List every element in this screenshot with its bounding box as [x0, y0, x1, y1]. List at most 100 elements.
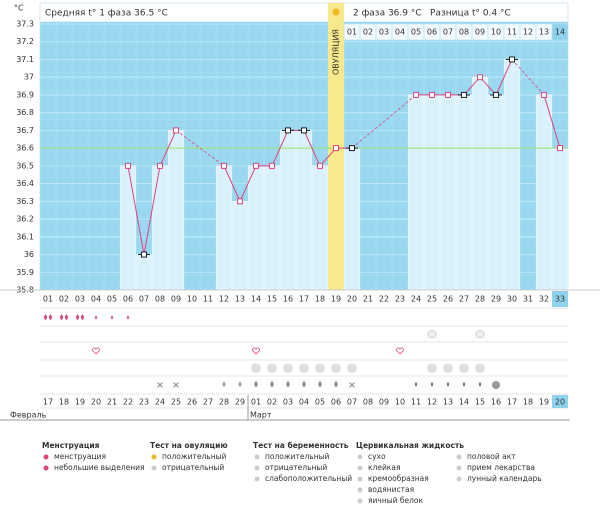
temperature-line — [127, 130, 177, 255]
phase2-day: 02 — [363, 28, 373, 37]
phase2-day: 09 — [475, 28, 485, 37]
cycle-day: 06 — [123, 295, 133, 304]
bar — [504, 59, 520, 291]
y-tick-label: 36.3 — [16, 197, 34, 206]
temperature-point — [477, 74, 483, 81]
drop-icon — [81, 314, 84, 320]
cycle-day: 28 — [475, 295, 485, 304]
legend-icon — [357, 465, 363, 471]
bar — [296, 130, 312, 291]
phase2-day-cell — [551, 23, 569, 41]
calendar-date: 04 — [299, 398, 309, 407]
phase2-day: 11 — [507, 28, 517, 37]
cycle-day: 12 — [219, 295, 229, 304]
drop-icon — [334, 380, 338, 388]
legend-icon — [254, 465, 260, 471]
heart-icon — [251, 347, 261, 355]
y-unit: °C — [14, 4, 24, 13]
legend-icon — [357, 454, 363, 460]
temperature-point — [541, 91, 547, 98]
legend-title: Цервикальная жидкость — [356, 441, 464, 450]
y-tick-label: 36.5 — [16, 161, 34, 170]
drop-icon — [286, 380, 290, 388]
drop-icon — [60, 314, 63, 320]
bar — [424, 94, 440, 291]
legend-item: сухо — [368, 452, 386, 461]
drop-icon — [65, 314, 68, 320]
y-tick-label: 37 — [24, 73, 34, 82]
calendar-date: 20 — [555, 398, 565, 407]
drop-icon — [430, 381, 434, 387]
y-tick-label: 36 — [24, 250, 34, 259]
calendar-date: 29 — [235, 398, 245, 407]
calendar-date: 19 — [75, 398, 85, 407]
y-tick-label: 36.4 — [16, 179, 34, 188]
bar — [440, 94, 456, 291]
legend-icon — [456, 465, 462, 471]
bar — [152, 165, 168, 291]
y-tick-label: 36.6 — [16, 144, 34, 153]
legend-icon — [43, 454, 49, 460]
phase2-day: 07 — [443, 28, 453, 37]
drop-icon — [94, 315, 98, 320]
cycle-day: 17 — [299, 295, 309, 304]
legend-item: клейкая — [368, 463, 400, 472]
legend-item: слабоположительный — [265, 474, 352, 483]
calendar-date: 21 — [107, 398, 117, 407]
test-icon — [475, 363, 485, 373]
calendar-date: 12 — [427, 398, 437, 407]
cycle-day: 20 — [347, 295, 357, 304]
bar — [120, 165, 136, 291]
y-tick-label: 37.2 — [16, 37, 34, 46]
cycle-day: 22 — [379, 295, 389, 304]
drop-icon — [126, 315, 130, 320]
gap-connector — [351, 94, 417, 149]
calendar-date: 18 — [59, 398, 69, 407]
drop-icon — [318, 380, 322, 388]
calendar-date: 19 — [539, 398, 549, 407]
phase2-day: 14 — [555, 28, 565, 37]
temperature-point — [317, 162, 323, 169]
phase2-day: 08 — [459, 28, 469, 37]
cycle-day: 26 — [443, 295, 453, 304]
test-icon — [443, 363, 453, 373]
y-tick-label: 35.9 — [16, 268, 34, 277]
phase2-day: 04 — [395, 28, 405, 37]
cycle-day: 15 — [267, 295, 277, 304]
drop-icon — [270, 380, 274, 388]
legend-icon — [357, 498, 363, 504]
calendar-date: 01 — [251, 398, 261, 407]
drop-icon — [238, 381, 242, 387]
temperature-point — [557, 145, 563, 152]
cross-icon — [173, 382, 179, 388]
bar — [312, 165, 328, 291]
legend-title: Тест на беременность — [253, 441, 349, 450]
cross-icon — [349, 382, 355, 388]
temperature-point — [221, 162, 227, 169]
drop-icon — [44, 314, 47, 320]
cycle-day: 04 — [91, 295, 101, 304]
drop-icon — [222, 381, 226, 387]
calendar-date: 18 — [523, 398, 533, 407]
temperature-point — [349, 145, 355, 152]
test-icon — [331, 363, 341, 373]
temperature-point — [509, 56, 515, 63]
month-label: Март — [250, 411, 272, 420]
gap-connector — [511, 59, 545, 96]
cycle-day: 24 — [411, 295, 421, 304]
bar — [280, 130, 296, 291]
cycle-day: 05 — [107, 295, 117, 304]
legend-icon — [151, 454, 157, 460]
legend-title: Тест на овуляцию — [150, 441, 228, 450]
temperature-point — [413, 91, 419, 98]
calendar-date: 10 — [395, 398, 405, 407]
calendar-date: 09 — [379, 398, 389, 407]
phase2-day: 05 — [411, 28, 421, 37]
test-icon — [459, 363, 469, 373]
y-tick-label: 36.7 — [16, 126, 34, 135]
cycle-day: 07 — [139, 295, 149, 304]
y-tick-label: 36.2 — [16, 215, 34, 224]
calendar-date: 27 — [203, 398, 213, 407]
cycle-day: 30 — [507, 295, 517, 304]
